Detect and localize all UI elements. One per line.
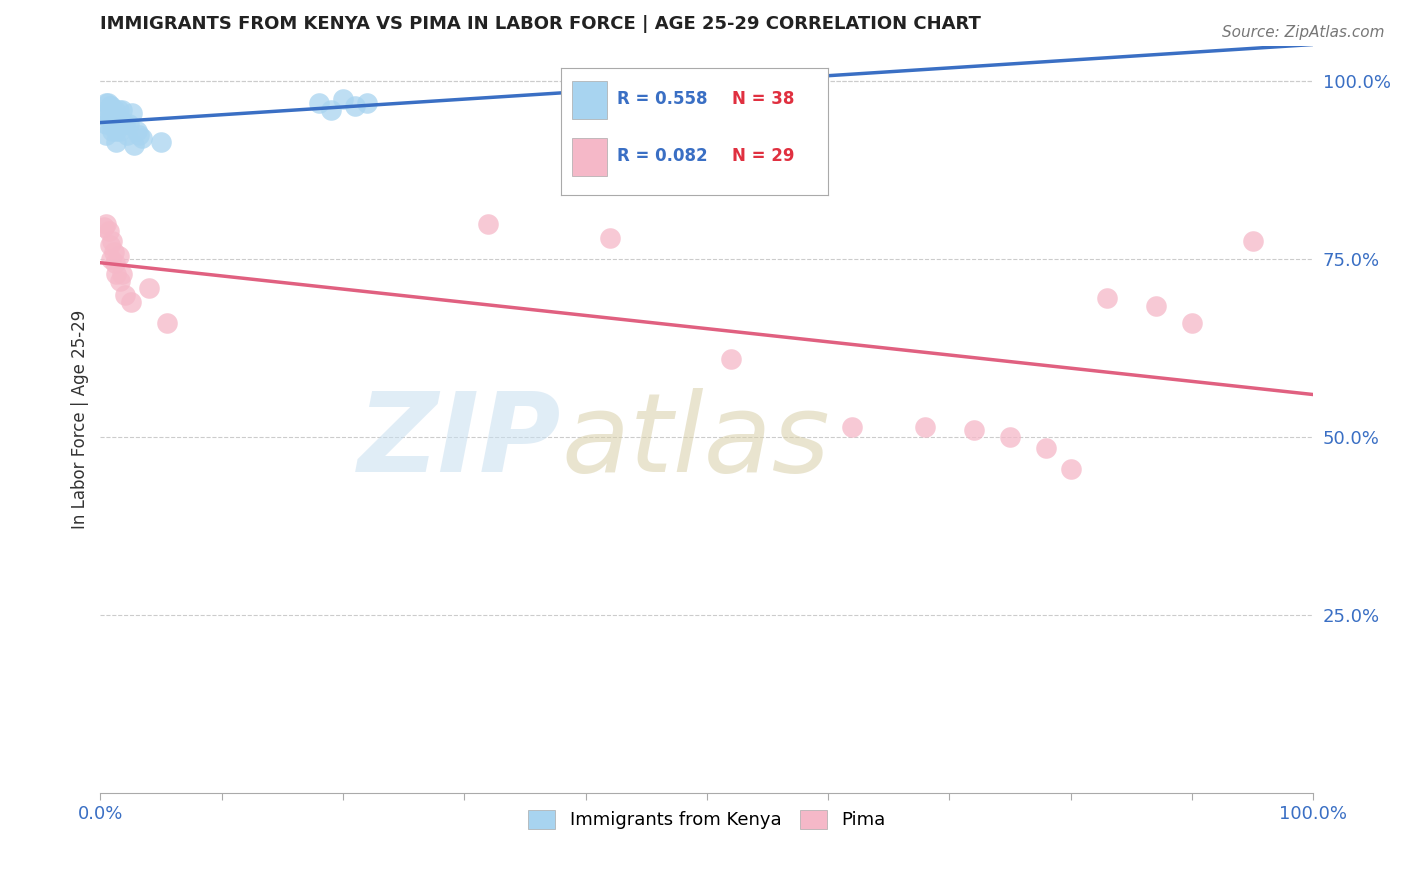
Point [131, 131, 153, 145]
Text: ZIP: ZIP [357, 388, 561, 495]
Point [150, 135, 173, 149]
Point [98, 99, 121, 113]
Point [97, 224, 120, 238]
Point [344, 99, 367, 113]
Y-axis label: In Labor Force | Age 25-29: In Labor Force | Age 25-29 [72, 310, 89, 529]
Point [98, 238, 121, 252]
Point [105, 124, 128, 138]
Point [121, 106, 143, 120]
Point [96, 95, 118, 110]
Point [998, 430, 1021, 444]
Point [107, 103, 129, 117]
Point [104, 103, 127, 117]
Text: IMMIGRANTS FROM KENYA VS PIMA IN LABOR FORCE | AGE 25-29 CORRELATION CHART: IMMIGRANTS FROM KENYA VS PIMA IN LABOR F… [100, 15, 981, 33]
Point [111, 267, 134, 281]
Point [108, 274, 131, 288]
Point [1241, 235, 1264, 249]
Point [963, 423, 986, 437]
Point [114, 288, 136, 302]
Point [96, 106, 118, 120]
Point [97, 113, 120, 128]
Point [96, 128, 118, 142]
Point [107, 117, 129, 131]
Point [96, 217, 118, 231]
Point [101, 235, 124, 249]
Point [103, 245, 125, 260]
Point [914, 419, 936, 434]
Point [308, 95, 330, 110]
Point [111, 103, 134, 117]
Point [477, 217, 499, 231]
Point [1181, 317, 1204, 331]
Point [720, 351, 742, 366]
Point [107, 249, 129, 263]
Point [93, 220, 115, 235]
Point [104, 256, 127, 270]
Point [110, 113, 132, 128]
Point [138, 281, 160, 295]
Point [1144, 299, 1167, 313]
Point [356, 95, 378, 110]
Point [105, 110, 128, 124]
Point [156, 317, 179, 331]
Point [97, 95, 120, 110]
Point [100, 252, 122, 267]
Point [97, 103, 120, 117]
Point [101, 113, 124, 128]
Point [319, 103, 342, 117]
Point [599, 231, 621, 245]
Point [118, 117, 141, 131]
Point [100, 99, 122, 113]
Point [114, 117, 136, 131]
Point [105, 267, 128, 281]
Point [332, 92, 354, 106]
Legend: Immigrants from Kenya, Pima: Immigrants from Kenya, Pima [522, 803, 893, 837]
Point [108, 124, 131, 138]
Point [128, 128, 150, 142]
Point [98, 110, 121, 124]
Point [101, 124, 124, 138]
Point [104, 113, 127, 128]
Point [124, 138, 146, 153]
Point [1035, 441, 1057, 455]
Point [1095, 292, 1118, 306]
Point [105, 135, 128, 149]
Point [120, 295, 142, 310]
Point [100, 112, 122, 126]
Text: atlas: atlas [561, 388, 830, 495]
Point [101, 103, 124, 117]
Point [1060, 462, 1083, 476]
Text: Source: ZipAtlas.com: Source: ZipAtlas.com [1222, 25, 1385, 40]
Point [841, 419, 863, 434]
Point [115, 128, 138, 142]
Point [96, 117, 118, 131]
Point [125, 124, 148, 138]
